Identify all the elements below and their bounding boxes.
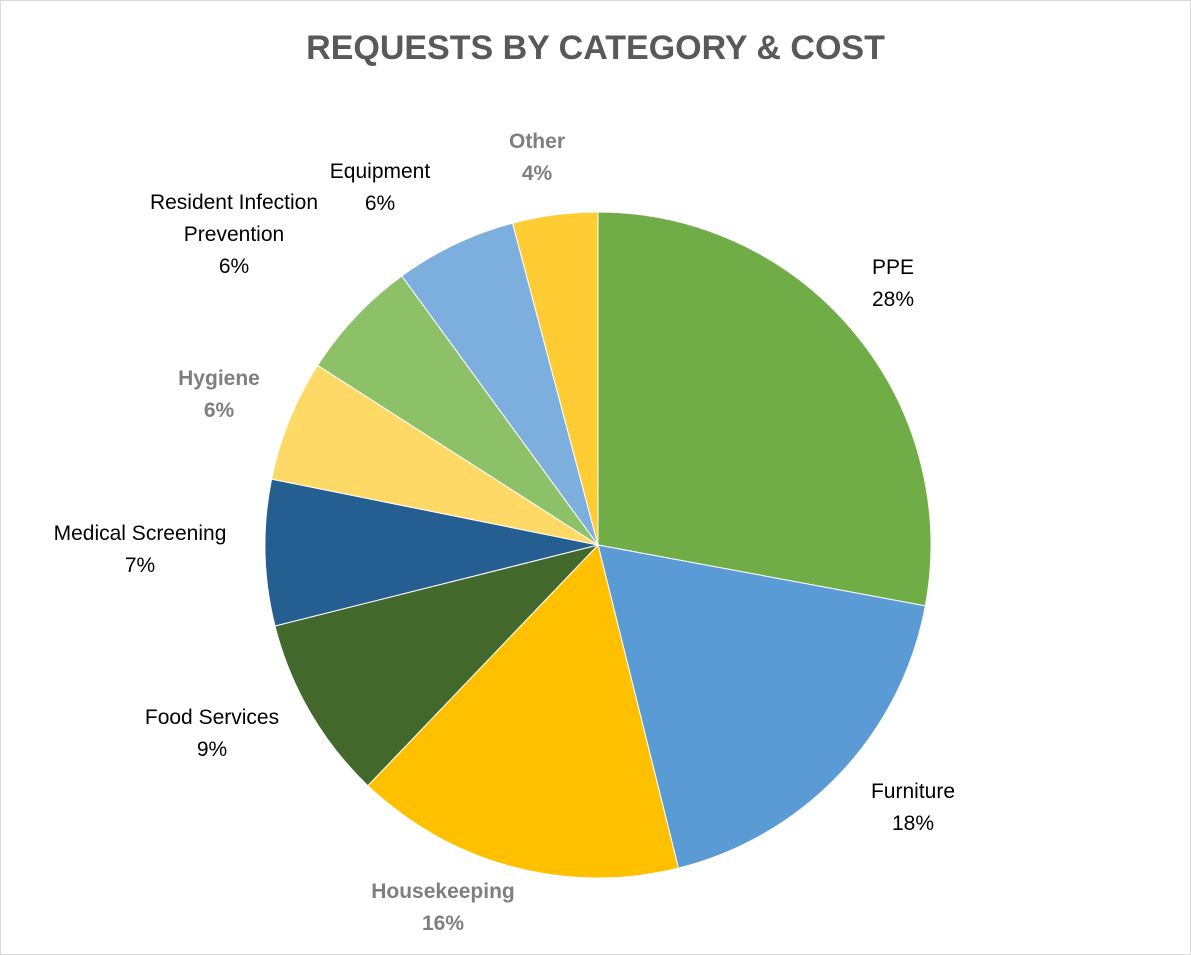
data-label-furniture: Furniture 18% xyxy=(871,780,955,835)
pie-slice-housekeeping xyxy=(367,543,680,879)
data-label-other: Other 4% xyxy=(509,130,565,185)
pie-slice-resident-infection-prevention xyxy=(316,275,599,546)
pie-slice-ppe xyxy=(597,211,932,607)
pie-slice-furniture xyxy=(597,544,926,869)
data-label-category: PPE xyxy=(872,256,914,279)
data-label-percent: 4% xyxy=(522,162,553,185)
data-label-category: Medical Screening xyxy=(54,522,227,545)
data-label-category: Furniture xyxy=(871,780,955,803)
data-label-ppe: PPE 28% xyxy=(872,256,914,311)
data-label-percent: 6% xyxy=(204,399,235,422)
data-label-housekeeping: Housekeeping 16% xyxy=(371,880,515,935)
pie-slice-medical-screening xyxy=(264,478,599,627)
data-label-percent: 18% xyxy=(892,812,934,835)
data-label-category: Resident Infection xyxy=(150,191,318,214)
pie-slice-equipment xyxy=(401,222,599,546)
data-label-category: Equipment xyxy=(330,160,431,183)
pie-slice-hygiene xyxy=(271,364,599,546)
data-label-food-services: Food Services 9% xyxy=(145,706,279,761)
data-label-equipment: Equipment 6% xyxy=(330,160,431,215)
data-label-percent: 6% xyxy=(219,255,249,278)
data-label-hygiene: Hygiene 6% xyxy=(178,367,260,422)
data-label-category: Prevention xyxy=(184,223,284,246)
data-label-percent: 7% xyxy=(125,554,155,577)
pie-slice-food-services xyxy=(274,544,600,787)
data-label-category: Hygiene xyxy=(178,367,260,390)
data-label-medical-screening: Medical Screening 7% xyxy=(54,522,227,577)
data-label-percent: 9% xyxy=(197,738,227,761)
data-label-category: Food Services xyxy=(145,706,279,729)
chart-title: REQUESTS BY CATEGORY & COST xyxy=(306,29,885,67)
pie-slice-other xyxy=(511,211,599,546)
data-label-category: Housekeeping xyxy=(371,880,515,903)
data-label-resident-infection-prevention: Resident Infection Prevention 6% xyxy=(150,191,318,278)
data-label-category: Other xyxy=(509,130,565,153)
data-label-percent: 28% xyxy=(872,288,914,311)
data-label-percent: 16% xyxy=(422,912,464,935)
data-label-percent: 6% xyxy=(365,192,395,215)
